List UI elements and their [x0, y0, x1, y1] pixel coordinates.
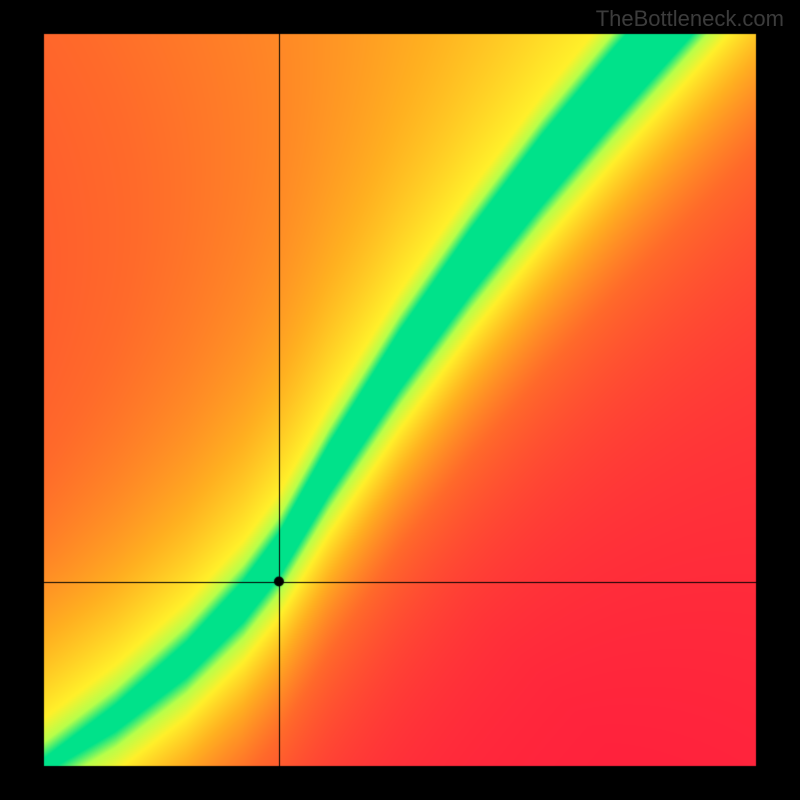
attribution-label: TheBottleneck.com — [596, 6, 784, 32]
chart-container: TheBottleneck.com — [0, 0, 800, 800]
bottleneck-heatmap-canvas — [0, 0, 800, 800]
